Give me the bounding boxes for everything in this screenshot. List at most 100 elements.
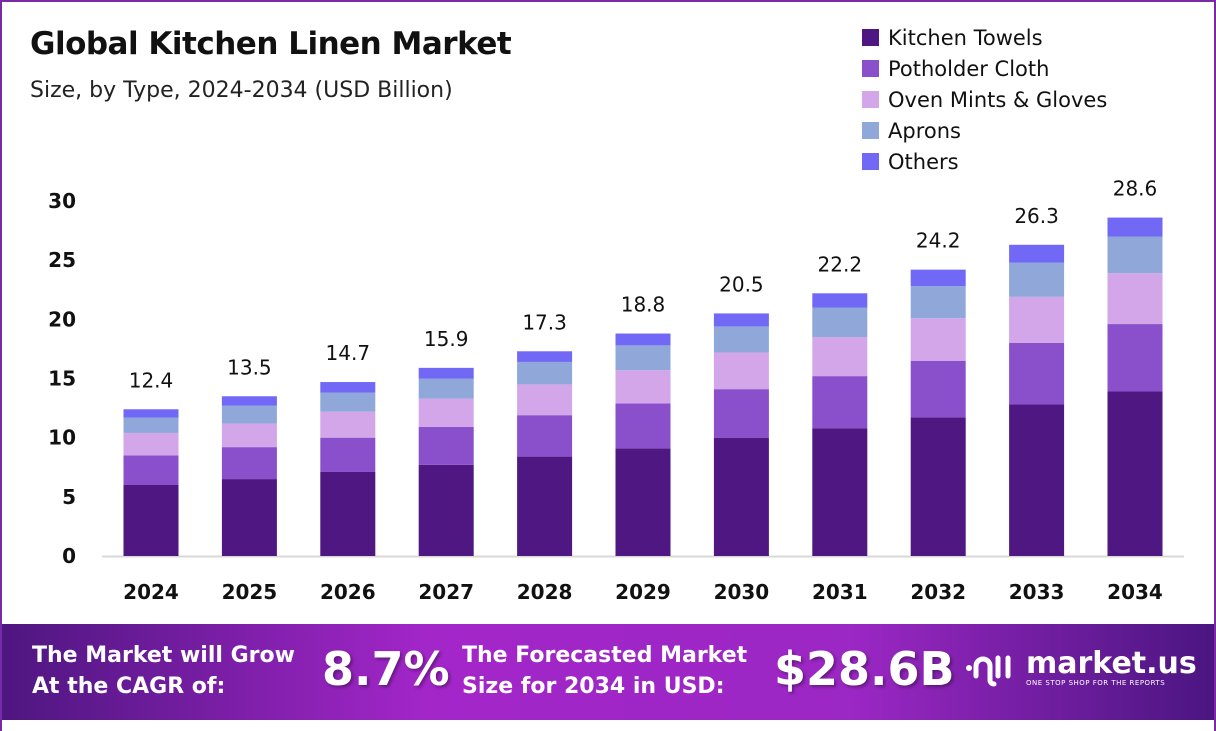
- legend-label: Aprons: [888, 118, 961, 143]
- bar-segment: [713, 326, 769, 353]
- bar-segment: [910, 417, 966, 556]
- bar-segment: [1107, 273, 1163, 325]
- chart-title: Global Kitchen Linen Market: [30, 26, 512, 62]
- cagr-label: The Market will Grow At the CAGR of:: [32, 640, 295, 702]
- logo-tagline: ONE STOP SHOP FOR THE REPORTS: [1026, 679, 1166, 687]
- legend-item: Others: [862, 146, 1107, 177]
- bar-segment: [517, 384, 573, 416]
- bar-segment: [320, 382, 376, 393]
- bar-segment: [615, 370, 671, 404]
- bar-segment: [1009, 404, 1065, 556]
- logo-mark-icon: [966, 655, 1011, 687]
- bar-segment: [320, 471, 376, 556]
- logo-text: market.us: [1026, 646, 1197, 681]
- cagr-value: 8.7%: [322, 642, 450, 696]
- bar-chart: 05101520253012.4202413.5202514.7202615.9…: [48, 177, 1184, 604]
- bar-segment: [910, 269, 966, 287]
- bar-total-label: 18.8: [621, 293, 666, 317]
- bar-segment: [812, 376, 868, 429]
- bar-segment: [1009, 296, 1065, 343]
- bar-segment: [320, 437, 376, 472]
- bar-segment: [123, 485, 179, 556]
- legend-swatch: [862, 60, 879, 77]
- legend-item: Oven Mints & Gloves: [862, 84, 1107, 115]
- legend-label: Others: [888, 149, 959, 174]
- forecast-label: The Forecasted Market Size for 2034 in U…: [462, 640, 747, 702]
- legend: Kitchen Towels Potholder Cloth Oven Mints …: [862, 22, 1107, 177]
- bar-segment: [123, 409, 179, 418]
- chart-subtitle: Size, by Type, 2024-2034 (USD Billion): [30, 78, 453, 103]
- bar-total-label: 24.2: [916, 229, 961, 253]
- cagr-label-line1: The Market will Grow: [32, 643, 295, 668]
- bar-segment: [221, 447, 277, 480]
- bar-segment: [418, 378, 474, 399]
- x-tick-label: 2024: [123, 580, 179, 604]
- market-us-logo: market.us ONE STOP SHOP FOR THE REPORTS: [964, 648, 1197, 688]
- bar-segment: [910, 318, 966, 361]
- bar-segment: [221, 423, 277, 448]
- bar-segment: [615, 403, 671, 449]
- bar-segment: [418, 367, 474, 379]
- bar-segment: [517, 351, 573, 362]
- cagr-label-line2: At the CAGR of:: [32, 674, 226, 699]
- bar-segment: [615, 448, 671, 556]
- bar-total-label: 13.5: [227, 355, 272, 379]
- x-tick-label: 2030: [714, 580, 770, 604]
- y-tick-label: 30: [48, 189, 76, 213]
- bar-segment: [221, 396, 277, 406]
- bar-total-label: 15.9: [424, 327, 469, 351]
- summary-banner: The Market will Grow At the CAGR of: 8.7…: [2, 624, 1214, 720]
- x-tick-label: 2029: [615, 580, 671, 604]
- bar-total-label: 20.5: [719, 272, 764, 296]
- bar-segment: [1107, 324, 1163, 392]
- legend-label: Kitchen Towels: [888, 25, 1043, 50]
- bar-segment: [1009, 262, 1065, 297]
- bar-total-label: 26.3: [1014, 204, 1059, 228]
- y-tick-label: 15: [48, 367, 76, 391]
- legend-swatch: [862, 122, 879, 139]
- bar-segment: [1107, 391, 1163, 556]
- bar-segment: [123, 455, 179, 485]
- bar-segment: [517, 361, 573, 385]
- bar-segment: [1009, 343, 1065, 405]
- forecast-label-line2: Size for 2034 in USD:: [462, 674, 725, 699]
- bar-segment: [123, 417, 179, 433]
- bar-segment: [910, 286, 966, 319]
- legend-swatch: [862, 29, 879, 46]
- bar-segment: [713, 437, 769, 556]
- bar-segment: [713, 389, 769, 438]
- forecast-value: $28.6B: [774, 642, 955, 696]
- legend-item: Kitchen Towels: [862, 22, 1107, 53]
- x-tick-label: 2032: [910, 580, 966, 604]
- legend-item: Potholder Cloth: [862, 53, 1107, 84]
- x-tick-label: 2031: [812, 580, 868, 604]
- bar-segment: [1107, 236, 1163, 274]
- y-tick-label: 5: [62, 485, 76, 509]
- bar-segment: [320, 411, 376, 438]
- x-tick-label: 2027: [418, 580, 474, 604]
- bar-segment: [1107, 217, 1163, 237]
- x-tick-label: 2034: [1107, 580, 1163, 604]
- forecast-label-line1: The Forecasted Market: [462, 643, 748, 668]
- bar-segment: [221, 405, 277, 424]
- bar-segment: [517, 456, 573, 556]
- bar-segment: [418, 398, 474, 428]
- y-tick-label: 20: [48, 307, 76, 331]
- bar-total-label: 22.2: [818, 252, 863, 276]
- bar-segment: [812, 337, 868, 377]
- legend-swatch: [862, 153, 879, 170]
- bar-segment: [517, 415, 573, 457]
- x-tick-label: 2025: [222, 580, 278, 604]
- bar-segment: [812, 307, 868, 338]
- bar-segment: [615, 333, 671, 346]
- bar-segment: [812, 293, 868, 308]
- bar-segment: [713, 313, 769, 327]
- bar-segment: [1009, 244, 1065, 263]
- y-tick-label: 25: [48, 248, 76, 272]
- legend-label: Oven Mints & Gloves: [888, 87, 1108, 112]
- legend-item: Aprons: [862, 115, 1107, 146]
- x-tick-label: 2026: [320, 580, 376, 604]
- bar-segment: [221, 479, 277, 556]
- bar-segment: [910, 360, 966, 418]
